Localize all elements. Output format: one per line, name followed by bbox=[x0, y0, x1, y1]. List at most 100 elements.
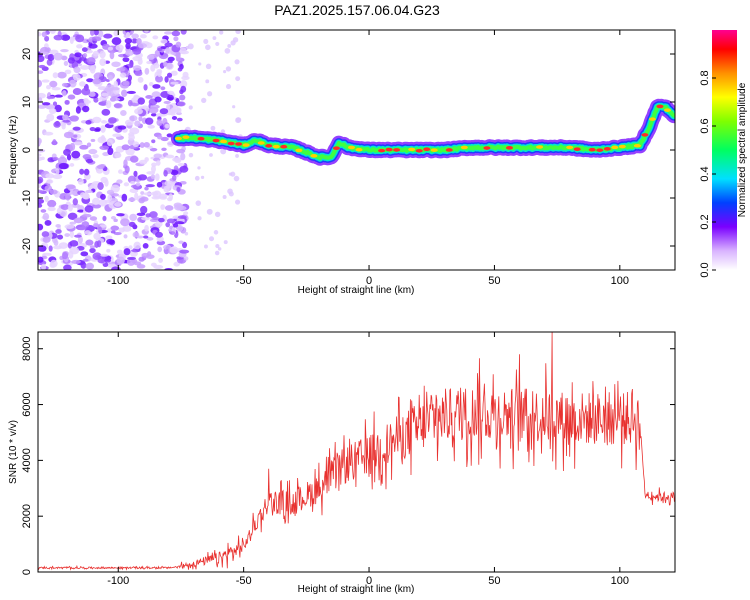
noise-speckle bbox=[143, 84, 148, 91]
noise-speckle bbox=[173, 36, 179, 42]
noise-speckle bbox=[194, 175, 200, 181]
noise-speckle bbox=[137, 97, 146, 105]
noise-speckle bbox=[52, 139, 57, 146]
noise-speckle bbox=[133, 261, 142, 266]
noise-speckle bbox=[89, 65, 96, 74]
noise-speckle bbox=[235, 76, 241, 82]
y-tick-label: 6000 bbox=[21, 392, 33, 416]
colorbar-label: Normalized spectral amplitude bbox=[737, 82, 748, 217]
noise-speckle bbox=[108, 117, 117, 124]
noise-speckle bbox=[128, 245, 133, 250]
noise-speckle bbox=[100, 253, 109, 257]
noise-speckle bbox=[50, 259, 58, 268]
noise-speckle bbox=[176, 101, 186, 107]
noise-speckle bbox=[171, 116, 178, 120]
noise-speckle bbox=[198, 62, 202, 66]
x-tick-label: 50 bbox=[488, 575, 500, 587]
noise-speckle bbox=[38, 203, 43, 208]
ridge-core bbox=[573, 147, 581, 152]
noise-speckle bbox=[163, 169, 168, 177]
noise-speckle bbox=[134, 108, 143, 115]
noise-speckle bbox=[217, 247, 222, 251]
noise-speckle bbox=[171, 175, 177, 181]
ridge-core bbox=[430, 148, 438, 152]
noise-speckle bbox=[225, 84, 232, 90]
ridge-core bbox=[257, 141, 265, 145]
noise-speckle bbox=[51, 86, 61, 91]
noise-speckle bbox=[159, 108, 169, 115]
noise-speckle bbox=[137, 43, 147, 49]
noise-speckle bbox=[93, 232, 101, 240]
noise-speckle bbox=[128, 221, 136, 228]
noise-speckle bbox=[96, 167, 104, 174]
ridge-core bbox=[332, 146, 340, 150]
noise-speckle bbox=[93, 223, 99, 228]
noise-speckle bbox=[152, 84, 161, 89]
noise-speckle bbox=[157, 135, 163, 140]
noise-speckle bbox=[64, 99, 70, 105]
noise-speckle bbox=[151, 91, 161, 99]
noise-speckle bbox=[100, 193, 106, 200]
spectrogram-y-label: Frequency (Hz) bbox=[8, 116, 19, 185]
noise-speckle bbox=[79, 168, 85, 175]
noise-speckle bbox=[38, 153, 42, 157]
noise-speckle bbox=[149, 211, 158, 219]
ridge-core bbox=[483, 146, 491, 150]
noise-speckle bbox=[170, 81, 179, 85]
ridge-core bbox=[220, 139, 228, 144]
ridge-core bbox=[182, 135, 190, 139]
noise-speckle bbox=[163, 185, 170, 193]
noise-speckle bbox=[60, 204, 70, 210]
noise-speckle bbox=[235, 30, 241, 35]
noise-speckle bbox=[121, 89, 128, 98]
noise-speckle bbox=[132, 65, 142, 72]
noise-speckle bbox=[123, 159, 128, 167]
noise-speckle bbox=[96, 164, 105, 170]
noise-speckle bbox=[145, 117, 154, 125]
noise-speckle bbox=[132, 141, 140, 148]
noise-speckle bbox=[140, 205, 148, 214]
noise-speckle bbox=[61, 123, 66, 130]
ridge-core bbox=[355, 147, 363, 152]
noise-speckle bbox=[106, 238, 115, 245]
snr-y-axis: 0 2000 4000 6000 8000 bbox=[21, 337, 675, 575]
ridge-core bbox=[596, 148, 604, 152]
noise-speckle bbox=[197, 166, 201, 170]
noise-speckle bbox=[85, 158, 94, 164]
noise-speckle bbox=[38, 64, 46, 69]
noise-speckle bbox=[150, 174, 156, 180]
noise-speckle bbox=[38, 79, 43, 88]
noise-speckle bbox=[76, 44, 83, 49]
noise-speckle bbox=[154, 173, 160, 181]
noise-speckle bbox=[54, 94, 63, 98]
noise-layer bbox=[38, 30, 243, 270]
noise-speckle bbox=[158, 217, 165, 223]
noise-speckle bbox=[234, 59, 240, 65]
noise-speckle bbox=[233, 175, 240, 182]
noise-speckle bbox=[94, 241, 99, 248]
y-tick-label: 0 bbox=[21, 569, 33, 575]
noise-speckle bbox=[227, 188, 233, 195]
colorbar-tick-label: 0.0 bbox=[699, 262, 711, 277]
noise-speckle bbox=[75, 34, 85, 43]
x-tick-label: 0 bbox=[366, 575, 372, 587]
noise-speckle bbox=[223, 240, 228, 245]
noise-speckle bbox=[73, 66, 81, 74]
noise-speckle bbox=[176, 107, 182, 114]
spectrogram-x-label: Height of straight line (km) bbox=[298, 285, 415, 296]
noise-speckle bbox=[128, 134, 135, 141]
noise-speckle bbox=[167, 90, 175, 95]
ridge-core bbox=[588, 147, 596, 152]
noise-speckle bbox=[164, 31, 173, 35]
noise-speckle bbox=[82, 193, 90, 200]
noise-speckle bbox=[38, 104, 47, 109]
noise-speckle bbox=[176, 117, 183, 122]
noise-speckle bbox=[139, 142, 145, 148]
noise-speckle bbox=[197, 216, 202, 221]
noise-speckle bbox=[164, 42, 173, 47]
noise-speckle bbox=[136, 212, 146, 216]
noise-speckle bbox=[142, 243, 149, 249]
noise-speckle bbox=[164, 267, 174, 270]
noise-speckle bbox=[52, 245, 63, 250]
noise-speckle bbox=[86, 57, 96, 65]
